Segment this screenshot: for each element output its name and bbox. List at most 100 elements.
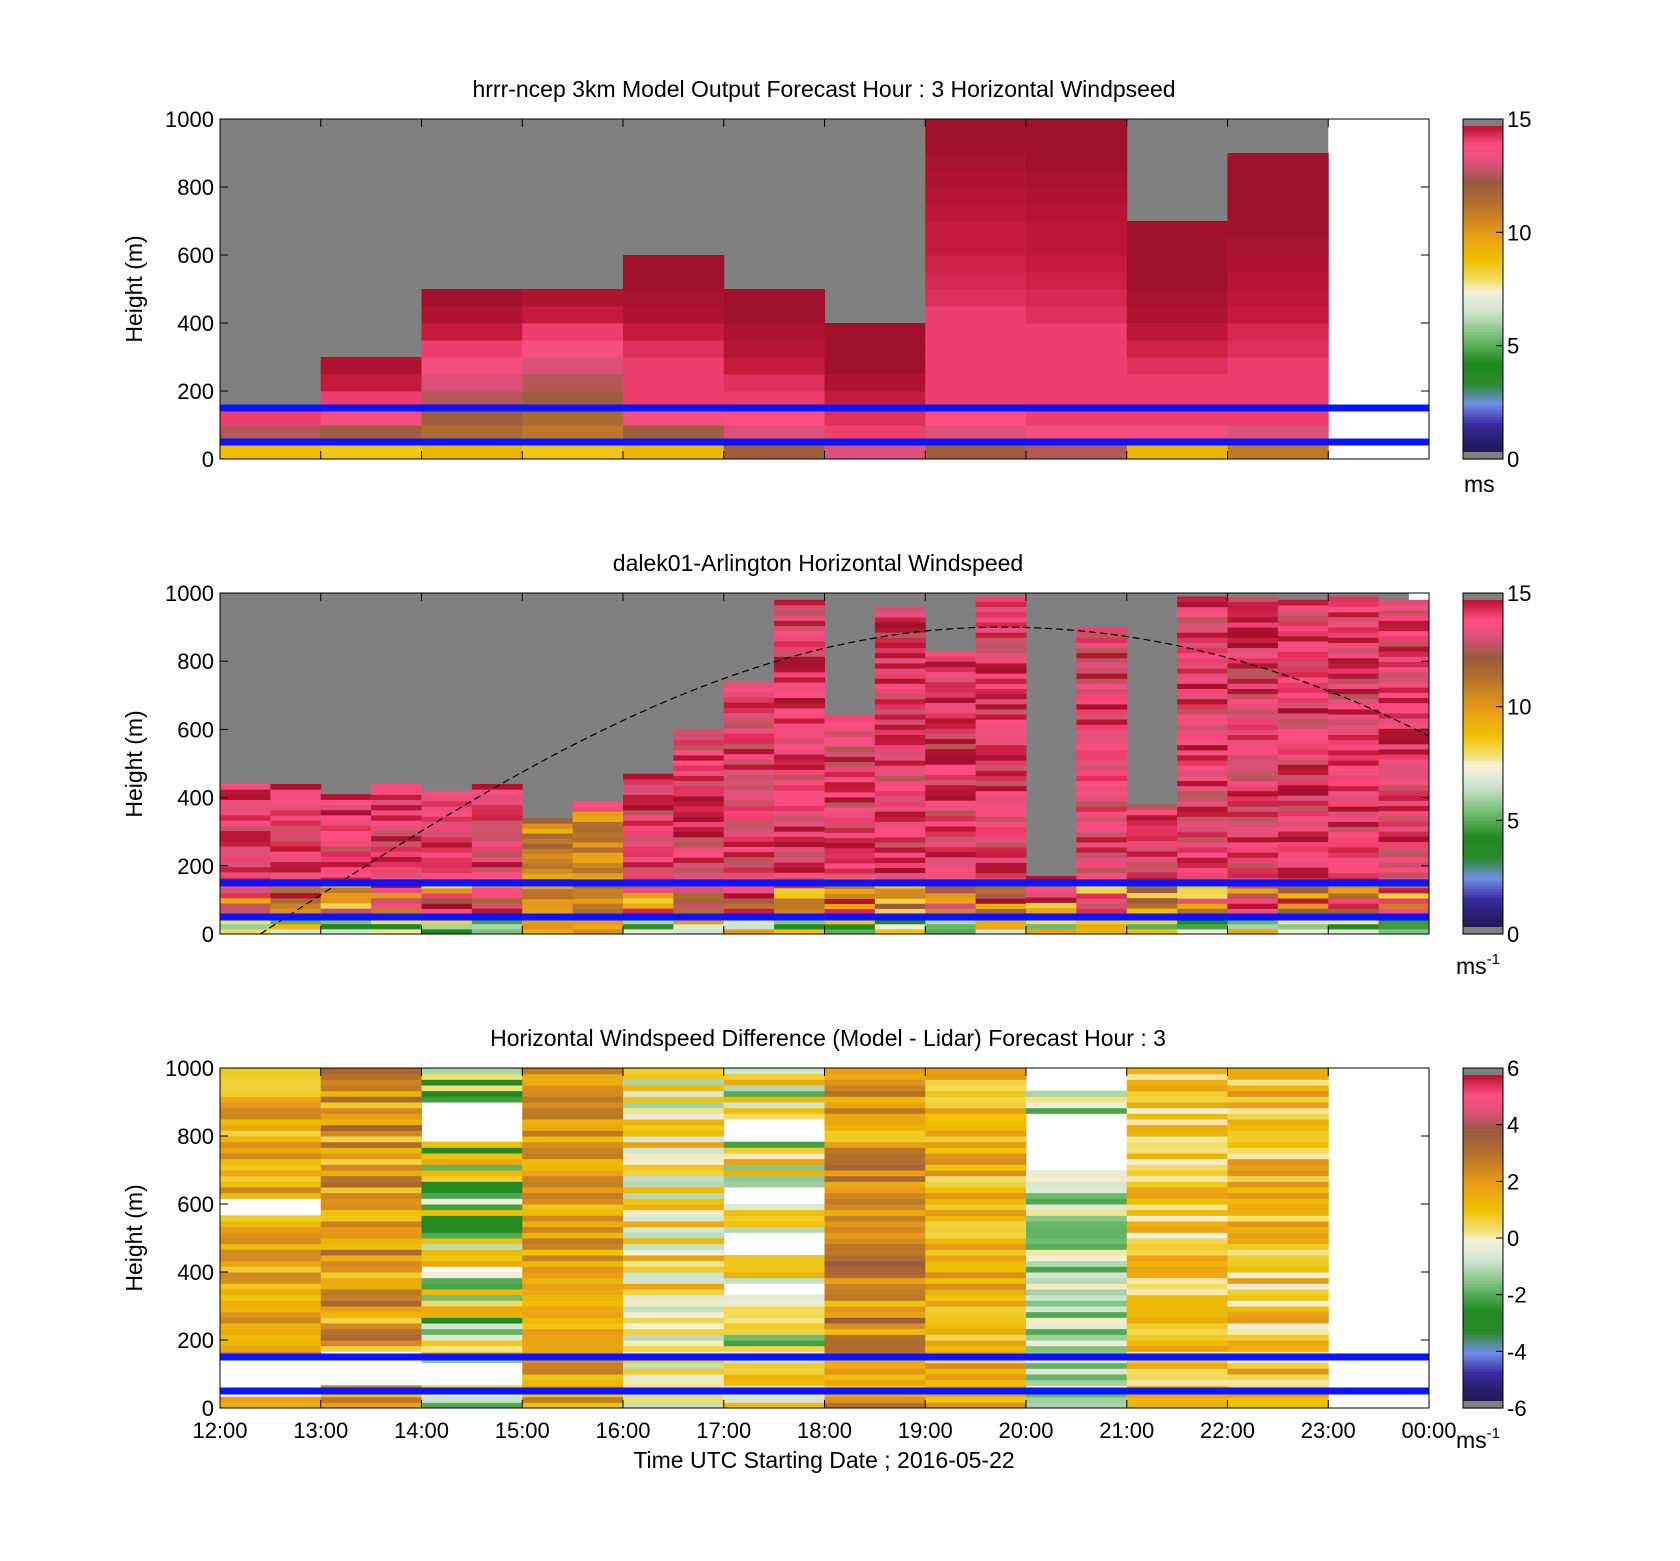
heatmap-cell	[723, 1221, 825, 1228]
heatmap-cell	[1076, 806, 1128, 812]
colorbar-segment	[1463, 1223, 1503, 1228]
heatmap-cell	[623, 1147, 725, 1154]
colorbar-segment	[1463, 1345, 1503, 1350]
colorbar-segment	[1463, 184, 1503, 188]
heatmap-cell	[1378, 887, 1429, 894]
heatmap-cell	[673, 775, 725, 782]
heatmap-cell	[1177, 693, 1228, 700]
heatmap-cell	[925, 1164, 1027, 1171]
heatmap-cell	[1378, 805, 1429, 812]
heatmap-cell	[975, 785, 1027, 792]
heatmap-cell	[1277, 826, 1329, 832]
heatmap-cell	[471, 928, 523, 934]
heatmap-cell	[421, 1187, 523, 1194]
heatmap-cell	[1328, 785, 1380, 792]
heatmap-cell	[925, 1085, 1027, 1092]
heatmap-cell	[975, 908, 1027, 915]
heatmap-cell	[1227, 1209, 1329, 1216]
heatmap-cell	[522, 1396, 624, 1403]
heatmap-cell	[874, 872, 926, 879]
heatmap-cell	[421, 811, 473, 817]
heatmap-cell	[1328, 918, 1380, 925]
heatmap-cell	[874, 893, 926, 899]
colorbar-segment	[1463, 1181, 1503, 1185]
colorbar-segment	[1463, 700, 1503, 705]
heatmap-cell	[320, 928, 372, 934]
heatmap-cell	[220, 1300, 322, 1307]
heatmap-cell	[1378, 918, 1429, 925]
heatmap-cell	[925, 1374, 1027, 1381]
heatmap-cell	[623, 1379, 725, 1386]
colorbar-segment	[1463, 882, 1503, 887]
heatmap-cell	[623, 1096, 725, 1103]
heatmap-cell	[522, 391, 624, 409]
colorbar-segment	[1463, 598, 1503, 603]
heatmap-cell	[874, 739, 926, 746]
heatmap-cell	[1177, 765, 1228, 771]
heatmap-cell	[975, 872, 1027, 879]
heatmap-cell	[623, 1068, 725, 1075]
heatmap-cell	[1277, 610, 1329, 616]
colorbar-segment	[1463, 1099, 1503, 1103]
heatmap-cell	[522, 858, 574, 864]
colorbar-segment	[1463, 124, 1503, 129]
heatmap-cell	[270, 830, 322, 837]
heatmap-cell	[1076, 898, 1128, 904]
colorbar-segment	[1463, 746, 1503, 750]
colorbar-segment	[1463, 885, 1503, 890]
heatmap-cell	[774, 872, 825, 878]
heatmap-cell	[1227, 1232, 1329, 1239]
colorbar-segment	[1463, 1119, 1503, 1123]
colorbar-segment	[1463, 1283, 1503, 1287]
colorbar-segment	[1463, 1376, 1503, 1381]
heatmap-cell	[320, 1317, 422, 1324]
heatmap-cell	[1328, 611, 1380, 618]
heatmap-cell	[1126, 814, 1178, 821]
heatmap-cell	[1177, 647, 1228, 654]
heatmap-cell	[522, 903, 574, 910]
heatmap-cell	[623, 1334, 725, 1341]
heatmap-cell	[623, 1130, 725, 1137]
heatmap-cell	[220, 908, 271, 914]
heatmap-cell	[1378, 841, 1429, 848]
heatmap-cell	[270, 789, 322, 795]
colorbar-segment	[1463, 362, 1503, 367]
heatmap-cell	[874, 714, 926, 720]
heatmap-cell	[723, 903, 775, 909]
heatmap-cell	[522, 838, 574, 844]
colorbar-segment	[1463, 629, 1503, 634]
heatmap-cell	[1076, 657, 1128, 664]
heatmap-cell	[723, 1107, 825, 1114]
heatmap-cell	[1126, 1147, 1228, 1154]
heatmap-cell	[320, 374, 422, 392]
heatmap-cell	[824, 1181, 926, 1188]
colorbar-segment	[1463, 695, 1503, 699]
colorbar-segment	[1463, 1342, 1503, 1347]
reference-lines	[220, 879, 1429, 921]
heatmap-cell	[1227, 693, 1279, 700]
colorbar-segment	[1463, 635, 1503, 640]
heatmap-cell	[975, 801, 1027, 807]
heatmap-cell	[824, 903, 876, 910]
heatmap-cell	[623, 1181, 725, 1188]
heatmap-cell	[320, 1181, 422, 1188]
colorbar-segment	[1463, 1232, 1503, 1236]
heatmap-cell	[623, 1079, 725, 1086]
heatmap-cell	[1177, 811, 1228, 817]
colorbar-segment	[1463, 1362, 1503, 1367]
heatmap-cell	[1277, 712, 1329, 719]
heatmap-cell	[1227, 1221, 1329, 1228]
heatmap-cell	[1177, 734, 1228, 741]
heatmap-cell	[1378, 790, 1429, 796]
heatmap-cell	[1076, 744, 1128, 751]
heatmap-cell	[522, 1170, 624, 1177]
heatmap-cell	[723, 1181, 825, 1188]
heatmap-cell	[975, 862, 1027, 869]
heatmap-cell	[774, 918, 825, 925]
heatmap-cell	[975, 811, 1027, 817]
heatmap-cell	[220, 835, 271, 842]
heatmap-cell	[925, 1221, 1027, 1228]
heatmap-cell	[623, 1345, 725, 1352]
heatmap-cell	[1378, 862, 1429, 868]
